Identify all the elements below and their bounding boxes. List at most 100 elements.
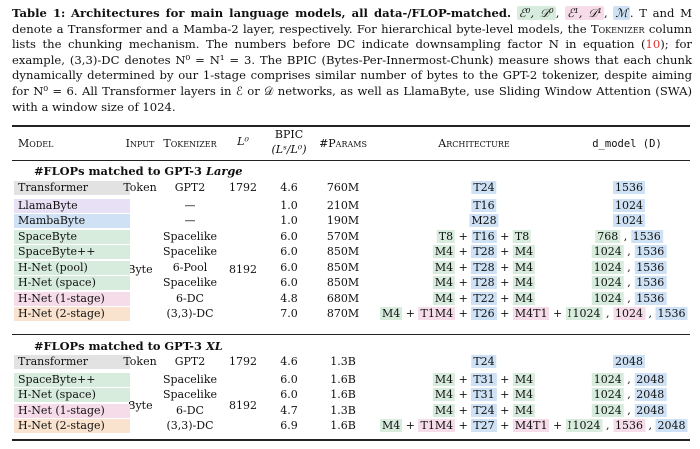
caption-line-6: ℰ or 𝒟 networks, as well as LlamaByte, u… [12,83,692,114]
s2-row-2-model: H-Net (1-stage) [18,403,105,417]
s1-transformer-row-bpic: 4.6 [280,181,298,194]
s2-row-3-dmodel-part: 2048 [655,419,688,432]
caption-tokenizer-word: Tokenizer [590,21,645,36]
s1-row-3-dmodel-sep: , [623,245,635,258]
s1-row-2-architecture-part: T8 [512,229,532,243]
notation-e0d0: ℰ⁰, 𝒟⁰ [516,6,556,20]
s1-transformer-row-tokenizer: GPT2 [174,181,206,194]
s2-row-1-label-bg [14,388,130,402]
s2-row-2-tokenizer: 6-DC [176,403,204,417]
s2-row-3-dmodel: 1024 , 1536 , 2048 [570,419,688,433]
s1-row-3-bpic: 6.0 [280,245,298,258]
s1-row-5-bpic: 6.0 [280,276,298,289]
s2-row-3-architecture-sep: + [402,419,419,432]
s2-row-2-architecture-part: M4 [512,403,536,417]
s2-transformer-row-architecture-part: T24 [471,355,497,368]
s2-row-2-architecture-part: T24 [471,403,497,417]
top-rule [12,125,690,127]
s1-row-4-architecture: M4 + T28 + M4 [432,260,536,275]
s1-row-4-dmodel-part: 1024 [591,260,624,274]
s2-row-2-architecture-part: M4 [432,403,456,417]
s2-row-0-architecture-sep: + [455,372,472,386]
s1-row-0-model: LlamaByte [18,198,78,212]
s1-row-7-dmodel-sep: , [645,307,656,320]
s1-row-5-architecture-sep: + [455,276,472,289]
s1-row-4-tokenizer: 6-Pool [172,260,208,274]
caption-line-2b: column lists the [12,21,692,52]
section-title-xl: #FLOPs matched to GPT-3 XL [34,339,223,353]
s2-row-1-dmodel-sep: , [623,388,635,401]
s1-row-4-architecture-part: M4 [432,260,456,274]
s1-row-2-dmodel-part: 768 [595,229,621,243]
s1-row-3-architecture-sep: + [496,245,513,258]
s1-row-1-label-bg [14,214,130,228]
s1-row-4-bpic: 6.0 [280,260,298,274]
s1-transformer-row-architecture: T24 [471,181,497,195]
s1-row-0-params: 210M [326,198,360,212]
s2-row-3-architecture-sep: + [496,419,513,432]
s1-row-3-dmodel-part: 1536 [634,245,667,258]
s2-row-1-architecture-sep: + [496,388,513,401]
s1-row-7-architecture-part: M4 [380,307,403,320]
s2-row-1-model: H-Net (space) [18,388,96,401]
header-params: #Params [319,137,367,150]
s1-row-6-tokenizer: 6-DC [176,291,204,305]
equation-link[interactable]: 10 [645,37,661,52]
s2-row-2-bpic: 4.7 [280,403,298,417]
s1-row-6-dmodel-part: 1024 [591,291,624,305]
s1-row-7-params: 870M [326,307,360,320]
s2-transformer-row-bpic: 4.6 [280,355,298,368]
bottom-rule [12,439,690,441]
s1-row-2-model: SpaceByte [18,229,78,243]
header-dmodel: d_model (D) [592,138,662,150]
s1-row-3-dmodel: 1024 , 1536 [591,245,667,259]
s1-row-1-bpic: 1.0 [280,214,298,227]
section-rule [12,334,690,336]
s1-row-6-dmodel-sep: , [623,291,635,305]
s1-row-1-model: MambaByte [18,214,86,227]
s2-row-2-architecture: M4 + T24 + M4 [432,403,536,418]
s2-row-2-params: 1.3B [330,403,356,417]
s1-row-4-dmodel-sep: , [623,260,635,274]
s2-row-0-dmodel-part: 1024 [591,372,624,386]
caption-line-3b: ); for example, (3,3)-DC [12,37,692,67]
notation-e1d1: ℰ¹, 𝒟¹ [565,6,605,20]
s1-row-7-dmodel-part: 1024 [613,307,645,320]
s1-row-7-dmodel-part: 1024 [570,307,603,320]
caption-text-1: . T and M denote [12,6,693,36]
s1-row-7-architecture-sep: + [549,307,566,320]
s2-transformer-row-label-bg [14,355,130,369]
s1-row-5-tokenizer: Spacelike [162,276,218,289]
s1-row-7-label-bg [14,307,130,321]
s1-row-7-architecture: M4 + T1M4 + T26 + M4T1 + M4 [380,307,588,321]
s2-row-0-architecture-part: M4 [432,372,456,386]
s2-row-3-dmodel-sep: , [645,419,656,432]
caption-line-2: a Transformer and a Mamba-2 layer, respe… [56,21,587,36]
s1-row-5-architecture-part: M4 [512,276,536,289]
s1-row-6-architecture-part: T22 [471,291,497,305]
s1-row-7-architecture-part: T1M4 [418,307,456,320]
s1-row-0-dmodel-part: 1024 [613,198,645,212]
s2-row-3-architecture-sep: + [549,419,566,432]
s1-row-1-architecture: M28 [469,214,499,228]
s2-row-0-architecture-part: T31 [471,372,497,386]
s2-row-3-dmodel-sep: , [602,419,613,432]
s1-row-4-dmodel-part: 1536 [634,260,667,274]
s1-row-6-architecture-part: M4 [512,291,536,305]
s1-row-0-dmodel: 1024 [613,198,645,213]
header-bpic-sub: (Lˢ/L⁰) [271,143,307,156]
s2-row-0-params: 1.6B [330,372,356,386]
s1-row-2-params: 570M [326,229,360,243]
s2-row-2-architecture-sep: + [496,403,513,417]
s1-row-2-architecture-part: T8 [436,229,456,243]
s2-row-0-model: SpaceByte++ [18,372,96,386]
s1-row-2-architecture-sep: + [496,229,513,243]
s1-transformer-row-architecture-part: T24 [471,181,497,194]
s1-row-6-bpic: 4.8 [280,291,298,305]
s2-row-0-architecture-part: M4 [512,372,536,386]
s1-row-5-dmodel: 1024 , 1536 [591,276,667,290]
s1-row-3-tokenizer: Spacelike [162,245,218,258]
s1-row-3-architecture-part: T28 [471,245,497,258]
s2-row-0-architecture: M4 + T31 + M4 [432,372,536,387]
input-byte-s1: Byte [127,263,153,276]
